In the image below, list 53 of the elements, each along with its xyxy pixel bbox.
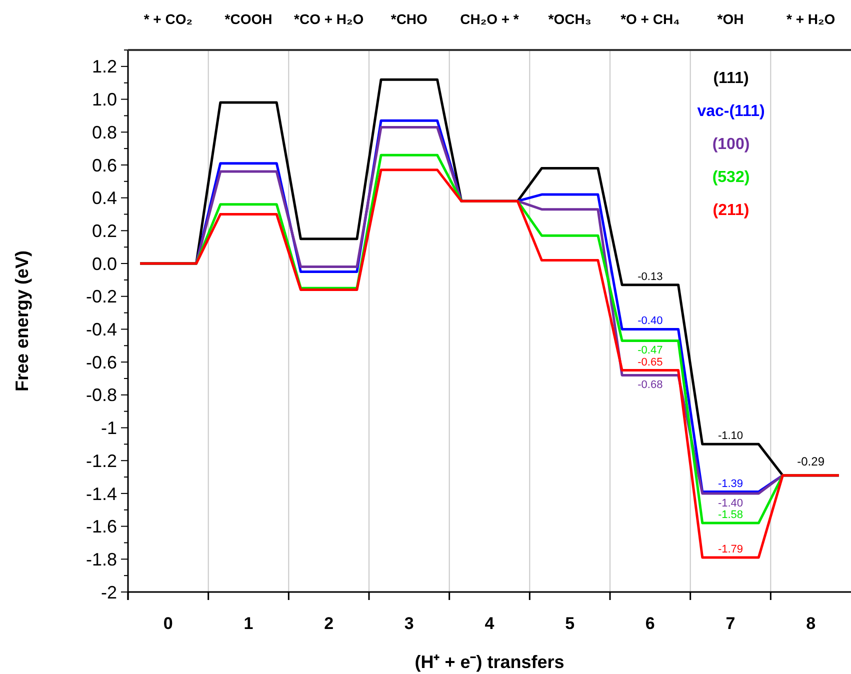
- text: CH₂O + *: [460, 11, 520, 27]
- data-label: -1.58: [718, 509, 744, 522]
- y-tick-label: 0.0: [92, 254, 117, 274]
- x-tick-label: 6: [645, 614, 655, 633]
- data-label: -0.68: [638, 379, 663, 392]
- x-tick-label: 2: [324, 614, 334, 633]
- x-tick-label: 8: [806, 614, 816, 633]
- data-label: -1.10: [718, 430, 744, 442]
- annotation: -0.29: [797, 454, 825, 468]
- data-label: -1.39: [718, 478, 744, 490]
- y-tick-label: -1.8: [86, 549, 117, 570]
- y-axis-title: Free energy (eV): [12, 250, 32, 392]
- y-tick-label: -0.8: [86, 385, 117, 406]
- text: *CHO: [390, 11, 428, 27]
- y-tick-label: -1.2: [86, 450, 117, 471]
- text: *OH: [717, 11, 744, 27]
- text: * + H₂O: [786, 11, 836, 27]
- y-tick-label: -1: [100, 418, 117, 438]
- data-label: -0.65: [638, 356, 663, 368]
- text: * + CO₂: [144, 11, 192, 27]
- x-tick-label: 3: [404, 614, 414, 633]
- x-tick-label: 4: [484, 614, 495, 633]
- y-tick-label: 1.2: [92, 56, 117, 77]
- y-tick-label: -0.6: [86, 352, 117, 372]
- text: (211): [712, 202, 750, 219]
- data-label: -0.13: [638, 270, 663, 283]
- text: vac-(111): [697, 103, 765, 120]
- y-tick-label: -1.4: [86, 484, 117, 504]
- text: (111): [713, 70, 749, 87]
- y-tick-label: 1.0: [92, 90, 117, 110]
- data-label: -1.40: [718, 497, 744, 510]
- text: *OCH₃: [548, 11, 592, 27]
- x-tick-label: 0: [163, 614, 173, 633]
- y-tick-label: 0.8: [92, 122, 117, 142]
- y-tick-label: 0.2: [92, 220, 117, 241]
- data-label: -1.79: [718, 544, 744, 556]
- text: (532): [712, 169, 750, 186]
- data-label: -0.40: [638, 315, 663, 328]
- y-tick-label: -0.4: [86, 320, 117, 340]
- x-axis-title: (H⁺ + e⁻) transfers: [414, 652, 564, 672]
- data-label: -0.47: [638, 344, 663, 357]
- text: *COOH: [224, 11, 272, 27]
- text: (100): [712, 136, 750, 153]
- y-tick-label: -0.2: [86, 286, 117, 307]
- x-tick-label: 5: [565, 614, 575, 633]
- y-tick-label: -2: [100, 582, 117, 602]
- text: *O + CH₄: [620, 11, 680, 27]
- y-tick-label: -1.6: [86, 516, 117, 537]
- y-tick-label: 0.4: [92, 188, 117, 208]
- y-tick-label: 0.6: [92, 155, 117, 176]
- text: *CO + H₂O: [294, 11, 364, 27]
- x-tick-label: 1: [244, 614, 254, 633]
- x-tick-label: 7: [726, 614, 736, 633]
